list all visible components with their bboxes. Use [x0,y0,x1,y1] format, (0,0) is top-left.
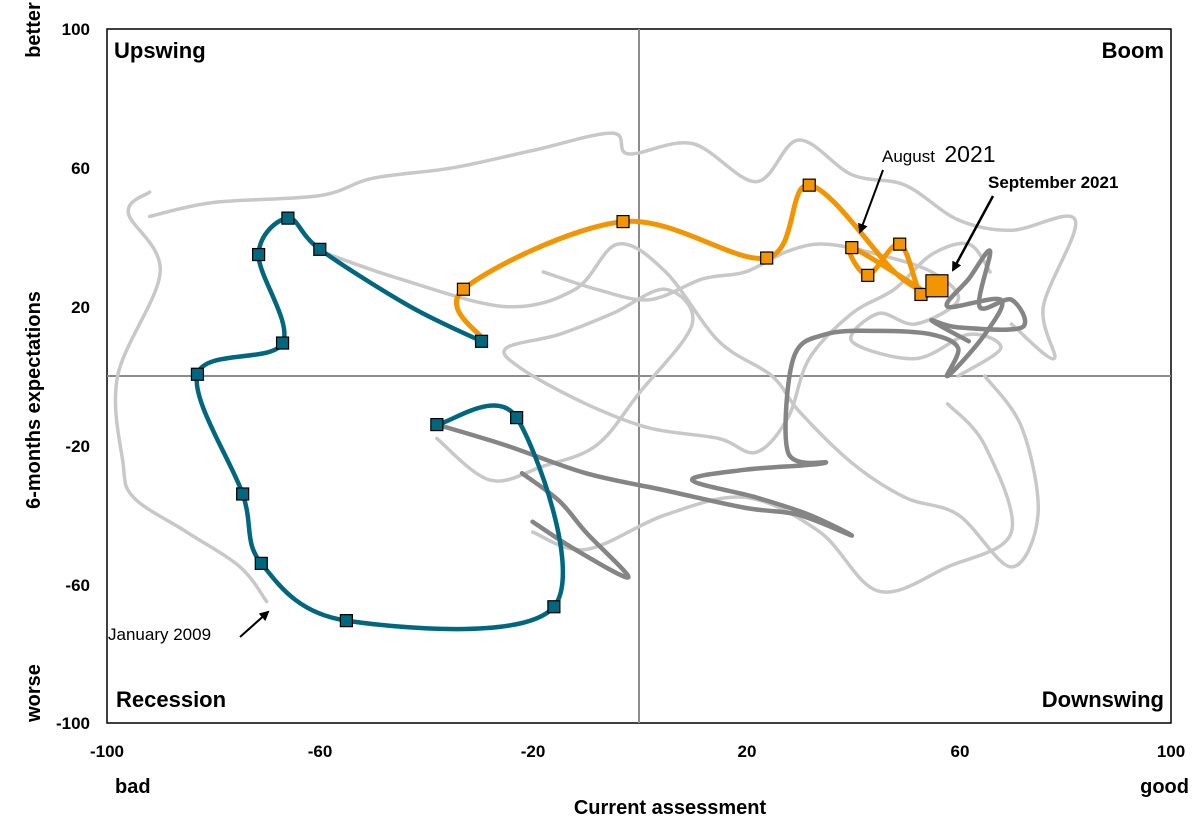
data-point-marker [510,411,524,425]
plot-area [107,29,1171,723]
latest-point-marker [925,274,949,298]
x-tick-label: 60 [951,742,970,761]
data-point-marker [236,487,250,501]
data-point-marker [861,268,875,282]
data-point-marker [802,178,816,192]
y-axis-low-label: worse [23,664,45,723]
data-point-marker [845,241,859,255]
series-line-recent [519,470,631,580]
y-tick-label: 100 [62,20,90,39]
series-line-recent [434,248,1028,538]
x-tick-label: 100 [1157,742,1185,761]
series-lines [113,131,1078,632]
annotation-arrow-january-2009 [239,610,270,638]
annotation-august-month: August [882,147,935,166]
data-point-marker [430,417,444,432]
series-line-history [530,402,1015,594]
x-tick-label: -60 [308,742,333,761]
data-point-marker [456,282,471,296]
series-markers [190,178,949,628]
data-point-marker [893,237,907,251]
x-tick-labels: -100 -60 -20 20 60 100 [90,742,1185,761]
quadrant-recession-label: Recession [116,687,226,712]
y-tick-label: -100 [56,714,90,733]
series-line-history [435,241,992,483]
y-axis-high-label: better [23,2,45,58]
x-tick-label: -100 [90,742,124,761]
data-point-marker [275,336,290,350]
x-tick-label: -20 [521,742,546,761]
quadrant-boom-label: Boom [1102,38,1164,63]
y-axis-title: 6-months expectations [23,291,45,509]
data-point-marker [190,367,205,381]
y-tick-label: 20 [71,298,90,317]
annotation-august-2021: August 2021 [882,141,996,167]
y-tick-label: 60 [71,159,90,178]
annotation-august-year: 2021 [944,141,995,167]
data-point-marker [474,334,489,348]
data-point-marker [339,614,353,628]
data-point-marker [252,247,266,262]
series-line-history [113,190,269,604]
data-point-marker [914,287,928,302]
x-axis-low-label: bad [115,776,151,798]
y-tick-label: -20 [65,437,90,456]
quadrant-upswing-label: Upswing [114,38,206,63]
annotation-september-2021: September 2021 [988,173,1118,192]
data-point-marker [760,251,774,265]
data-point-marker [281,211,295,225]
series-line-history [541,242,1003,378]
data-point-marker [616,214,630,229]
annotation-january-2009: January 2009 [108,625,211,644]
series-line-history [318,242,1040,569]
data-point-marker [254,556,268,570]
data-point-marker [547,600,561,614]
x-tick-label: 20 [738,742,757,761]
quadrant-downswing-label: Downswing [1042,687,1164,712]
series-line-history [147,131,1078,361]
x-axis-high-label: good [1140,776,1189,798]
y-tick-labels: 100 60 20 -20 -60 -100 [56,20,90,733]
x-axis-title: Current assessment [574,797,767,819]
y-tick-label: -60 [65,576,90,595]
annotation-arrow-august-2021 [858,169,884,234]
annotation-arrow-september-2021 [951,195,995,272]
data-point-marker [313,242,327,256]
